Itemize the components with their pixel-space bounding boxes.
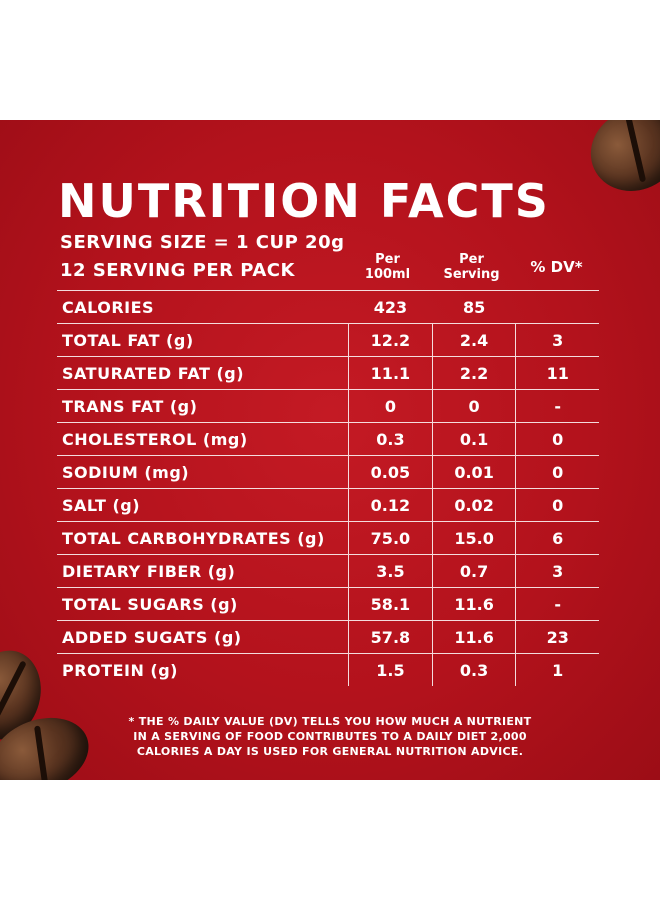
daily-value: 11 [515,356,599,390]
daily-value: - [515,389,599,423]
table-row: ADDED SUGATS (g) 57.8 11.6 23 [57,620,599,654]
per-100ml-value: 75.0 [348,521,433,555]
per-serving-value: 11.6 [431,587,516,621]
daily-value: 0 [515,455,599,489]
footnote-line: * THE % DAILY VALUE (DV) TELLS YOU HOW M… [128,715,532,728]
nutrient-label: SALT (g) [57,488,349,522]
per-100ml-value: 11.1 [348,356,433,390]
per-serving-value: 11.6 [431,620,516,654]
per-100ml-value: 57.8 [348,620,433,654]
daily-value: 3 [515,554,599,588]
footnote-line: IN A SERVING OF FOOD CONTRIBUTES TO A DA… [133,730,527,743]
footnote-line: CALORIES A DAY IS USED FOR GENERAL NUTRI… [136,745,524,758]
servings-per-pack: 12 SERVING PER PACK [60,260,295,281]
per-100ml-value: 0.05 [348,455,433,489]
table-row: DIETARY FIBER (g) 3.5 0.7 3 [57,554,599,588]
daily-value: 6 [515,521,599,555]
per-100ml-value: 0.3 [348,422,433,456]
table-row: CALORIES 423 85 [57,290,599,324]
nutrient-label: TOTAL FAT (g) [57,323,349,357]
per-100ml-value: 3.5 [348,554,433,588]
nutrient-label: TOTAL CARBOHYDRATES (g) [57,521,349,555]
nutrient-label: CHOLESTEROL (mg) [57,422,349,456]
per-100ml-value: 58.1 [348,587,433,621]
serving-size: SERVING SIZE = 1 CUP 20g [60,232,345,253]
nutrient-label: DIETARY FIBER (g) [57,554,349,588]
page-title: NUTRITION FACTS [58,174,550,228]
nutrient-label: PROTEIN (g) [62,660,178,680]
nutrition-panel: NUTRITION FACTS SERVING SIZE = 1 CUP 20g… [0,120,660,780]
column-header-per-100ml: Per 100ml [346,252,429,282]
table-row: PROTEIN (g) 1.5 0.3 1 [57,653,599,686]
per-serving-value: 0.7 [431,554,516,588]
table-row: SODIUM (mg) 0.05 0.01 0 [57,455,599,489]
table-row: SATURATED FAT (g) 11.1 2.2 11 [57,356,599,390]
daily-value: - [515,587,599,621]
nutrient-label: TRANS FAT (g) [57,389,349,423]
table-row: TOTAL SUGARS (g) 58.1 11.6- [57,587,599,621]
column-header-per-serving: Per Serving [430,252,513,282]
daily-value: 23 [515,620,599,654]
per-100ml-value: 423 [348,290,433,324]
nutrition-table: CALORIES 423 85 TOTAL FAT (g) 12.2 2.4 3 SATURA… [57,290,599,686]
column-header-line: 100ml [364,267,411,282]
per-serving-value: 0 [431,389,516,423]
daily-value [515,290,599,324]
nutrient-label: TOTAL SUGARS (g) [57,587,349,621]
per-serving-value: 2.2 [431,356,516,390]
column-header-dv: % DV* [530,258,583,276]
footnote: * THE % DAILY VALUE (DV) TELLS YOU HOW M… [60,714,600,759]
per-serving-value: 0.3 [431,653,516,686]
per-serving-value: 2.4 [431,323,516,357]
nutrient-label: SATURATED FAT (g) [57,356,349,390]
table-row: CHOLESTEROL (mg) 0.3 0.1 0 [57,422,599,456]
table-row: TOTAL CARBOHYDRATES (g) 75.0 15.0 6 [57,521,599,555]
table-row: SALT (g) 0.12 0.02 0 [57,488,599,522]
per-serving-value: 0.01 [431,455,516,489]
daily-value: 0 [515,488,599,522]
per-serving-value: 85 [432,290,516,324]
table-row: TRANS FAT (g) 0 0- [57,389,599,423]
per-100ml-value: 12.2 [348,323,433,357]
per-100ml-value: 1.5 [348,653,433,686]
table-row: TOTAL FAT (g) 12.2 2.4 3 [57,323,599,357]
column-header-line: Serving [443,267,500,282]
nutrient-label: CALORIES [57,290,349,324]
per-serving-value: 0.02 [431,488,516,522]
column-header-line: Per [459,252,484,267]
nutrient-label: SODIUM (mg) [57,455,349,489]
per-100ml-value: 0 [348,389,433,423]
daily-value: 0 [515,422,599,456]
daily-value: 3 [515,323,599,357]
per-serving-value: 15.0 [431,521,516,555]
column-header-line: Per [375,252,400,267]
per-100ml-value: 0.12 [348,488,433,522]
daily-value: 1 [515,653,599,686]
nutrient-label: ADDED SUGATS (g) [57,620,349,654]
per-serving-value: 0.1 [431,422,516,456]
